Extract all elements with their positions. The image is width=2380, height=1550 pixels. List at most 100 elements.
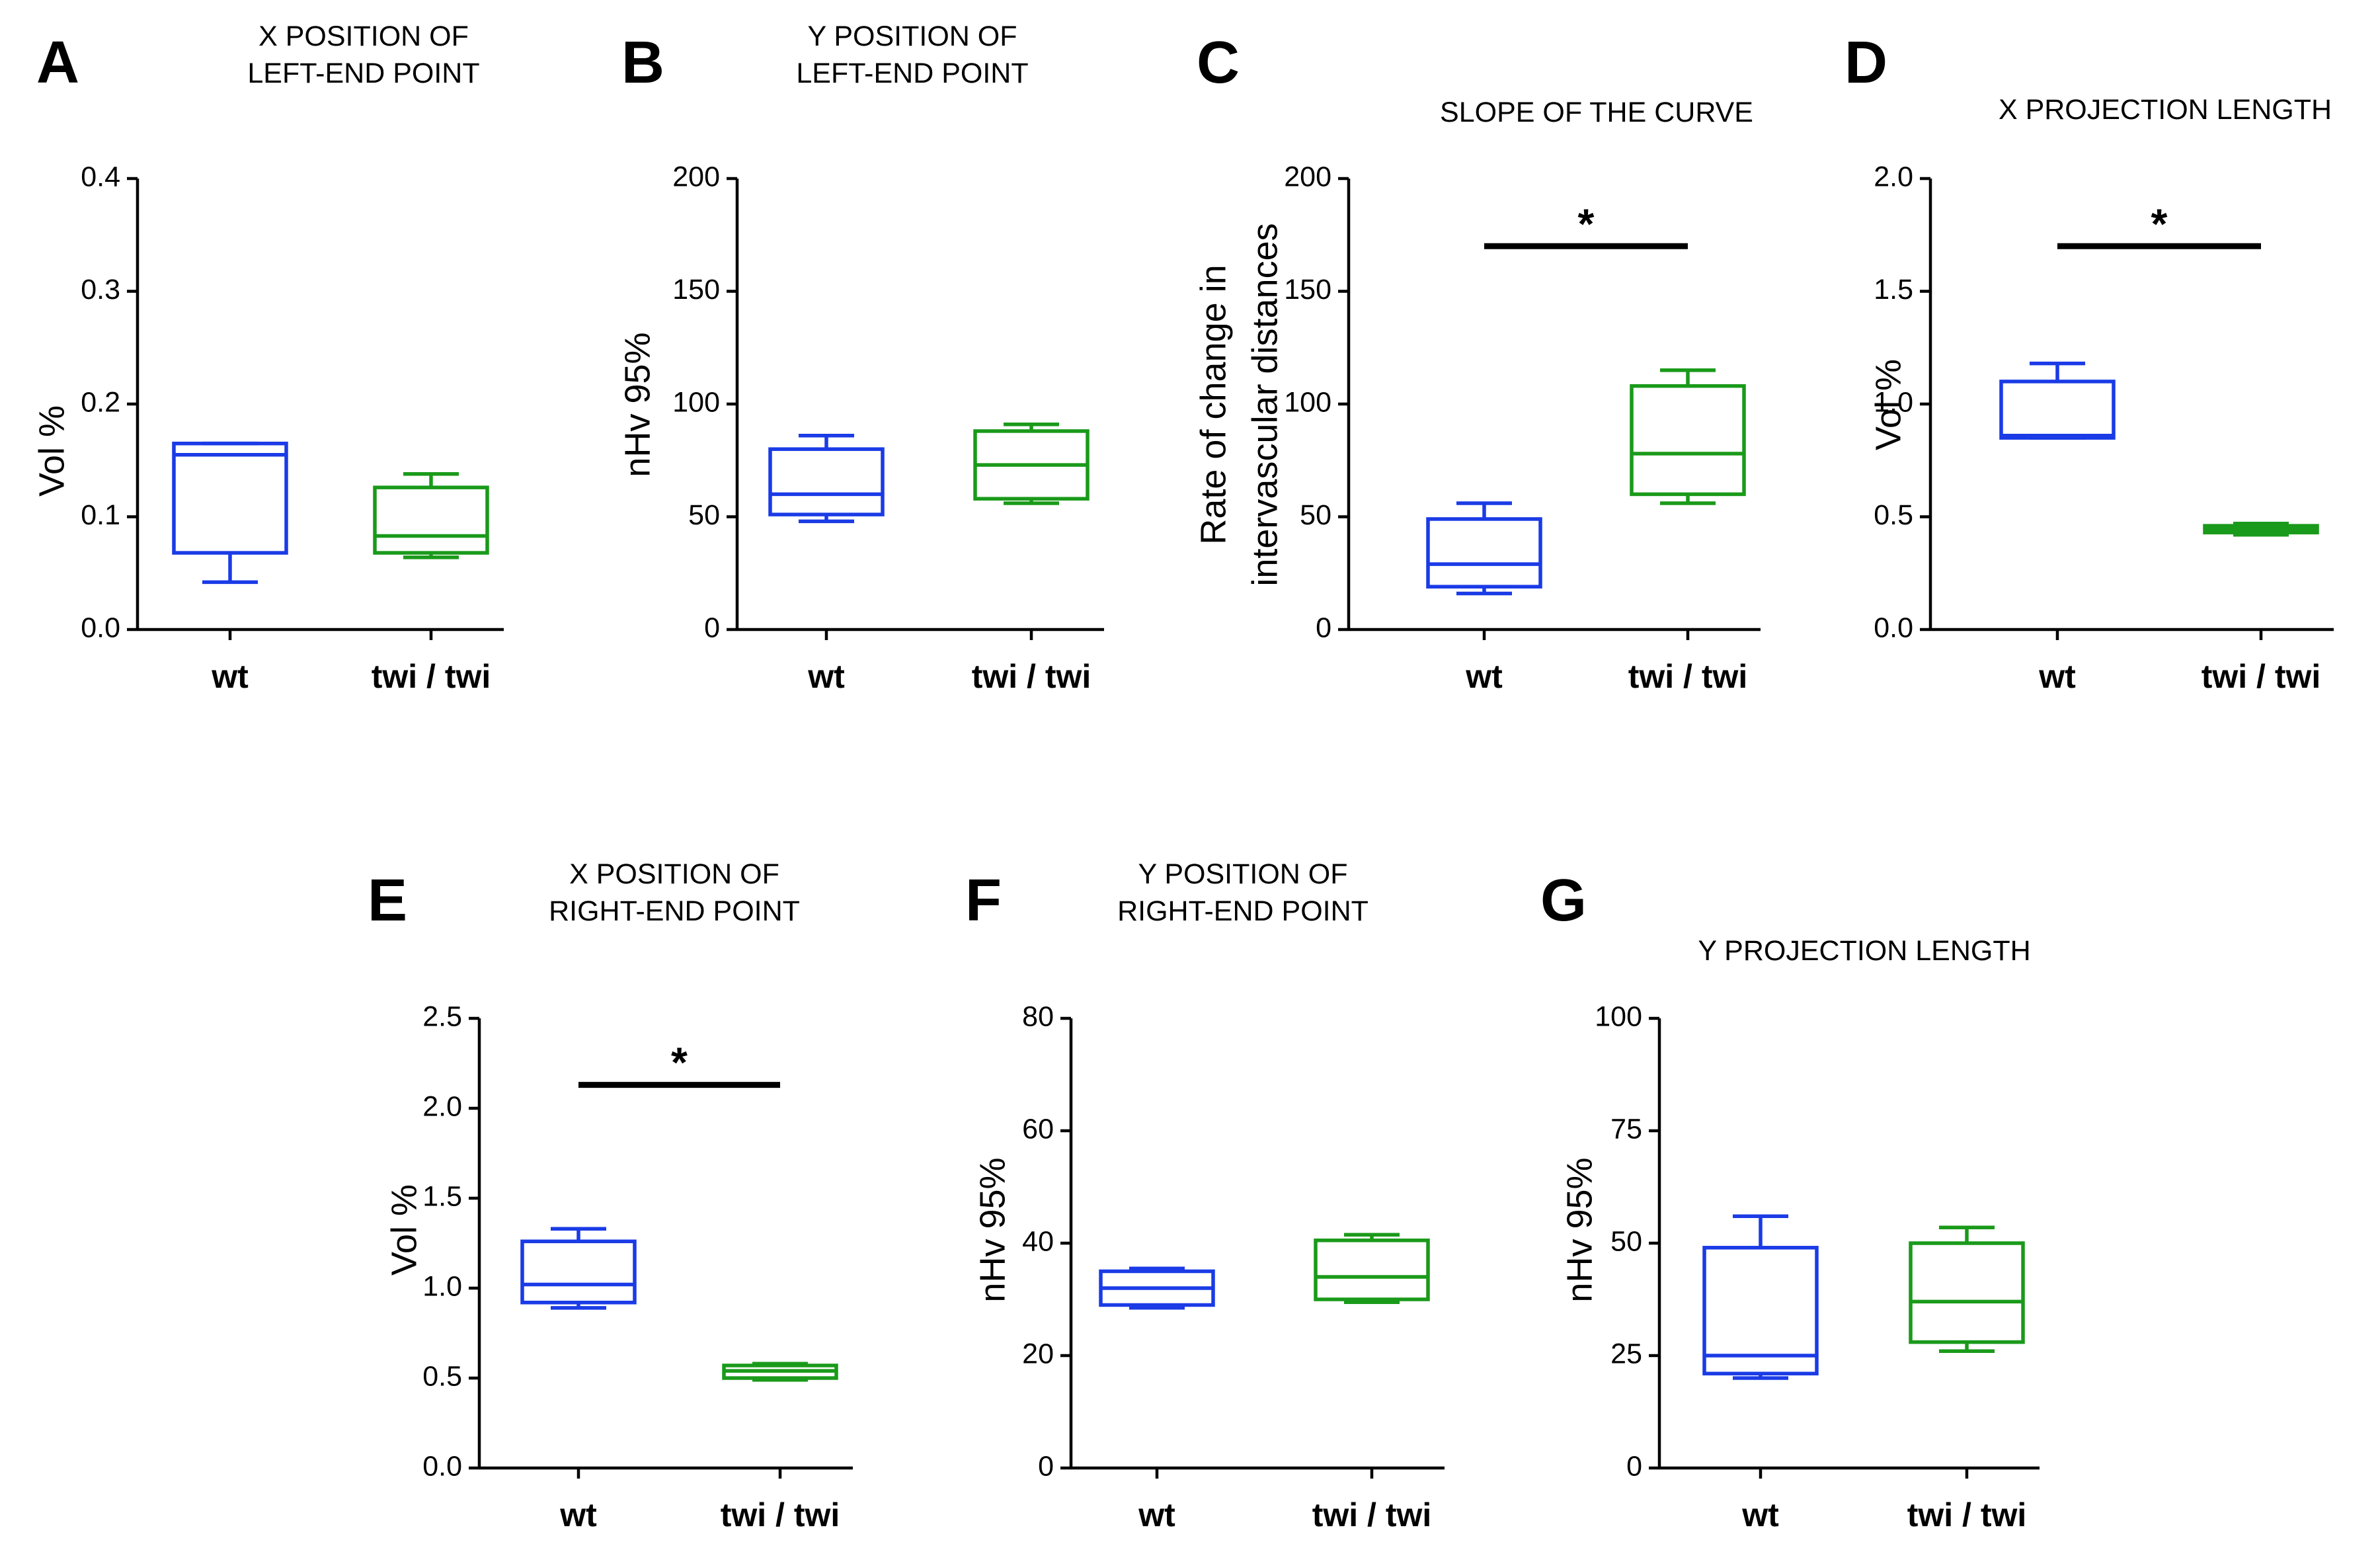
y-tick-label: 150	[672, 274, 720, 306]
iqr-box	[520, 1239, 637, 1305]
panel-letter: B	[621, 30, 664, 96]
y-tick-label: 200	[1284, 161, 1331, 192]
box-twi-twi	[373, 471, 489, 559]
x-tick-label: wt	[559, 1496, 597, 1533]
y-tick-label: 200	[672, 161, 720, 192]
panel-letter: C	[1197, 30, 1240, 96]
x-tick-label: wt	[807, 658, 845, 695]
y-tick-label: 25	[1610, 1338, 1642, 1369]
y-tick-label: 0.2	[81, 386, 120, 418]
iqr-box	[1314, 1239, 1430, 1301]
panel-d: D X PROJECTION LENGTH Vol % 0.0 0.5 1.0 1.5 2.0…	[1844, 30, 2334, 695]
y-tick-label: 1.5	[422, 1180, 462, 1212]
chart-title: RIGHT-END POINT	[549, 895, 800, 927]
x-tick-label: twi / twi	[1312, 1496, 1432, 1533]
y-axis-label: nHv 95%	[1560, 1157, 1599, 1302]
y-tick-label: 40	[1022, 1225, 1054, 1257]
box-twi-twi	[1630, 368, 1746, 505]
x-tick-label: wt	[211, 658, 249, 695]
y-tick-label: 0	[1038, 1450, 1054, 1482]
y-tick-label: 0.4	[81, 161, 120, 192]
y-tick-label: 1.5	[1874, 274, 1913, 306]
iqr-box	[1999, 380, 2116, 440]
y-tick-label: 2.0	[1874, 161, 1913, 192]
iqr-box	[172, 441, 288, 555]
panel-c: C SLOPE OF THE CURVE Rate of change in inte…	[1193, 30, 1761, 695]
y-tick-label: 2.0	[422, 1090, 462, 1122]
y-tick-label: 100	[672, 386, 720, 418]
y-axis-label: nHv 95%	[617, 332, 657, 477]
box-twi-twi	[973, 422, 1090, 505]
y-tick-label: 50	[1610, 1225, 1642, 1257]
box-wt	[1999, 361, 2116, 440]
x-tick-label: twi / twi	[972, 658, 1091, 695]
y-tick-label: 1.0	[422, 1270, 462, 1302]
panel-letter: E	[368, 868, 407, 934]
iqr-box	[1702, 1246, 1819, 1375]
chart-title: LEFT-END POINT	[247, 58, 479, 89]
x-tick-label: wt	[1138, 1496, 1175, 1533]
panel-g: G Y PROJECTION LENGTH nHv 95% 0 25 50 75 100 wt t…	[1540, 868, 2040, 1533]
panel-e: E X POSITION OF RIGHT-END POINT Vol % 0.0 0.5…	[368, 858, 853, 1533]
y-axis-label: Vol %	[384, 1184, 424, 1276]
chart-title: LEFT-END POINT	[796, 58, 1028, 89]
box-wt	[768, 433, 885, 524]
y-tick-label: 75	[1610, 1113, 1642, 1145]
iqr-box	[768, 447, 885, 516]
y-axis-label: nHv 95%	[972, 1157, 1012, 1302]
box-wt	[1099, 1266, 1215, 1310]
iqr-box	[1630, 384, 1746, 497]
chart-title: X POSITION OF	[569, 858, 779, 890]
x-tick-label: wt	[2038, 658, 2076, 695]
box-wt	[172, 441, 288, 585]
panel-a: A X POSITION OF LEFT-END POINT Vol % 0.0 0.1 0…	[32, 20, 504, 695]
x-tick-label: wt	[1741, 1496, 1779, 1533]
y-tick-label: 0	[1626, 1450, 1642, 1482]
significance-star: *	[2151, 200, 2168, 247]
y-tick-label: 0.5	[1874, 499, 1913, 531]
significance-star: *	[671, 1039, 688, 1086]
panel-f: F Y POSITION OF RIGHT-END POINT nHv 95% 0 20 4…	[965, 858, 1445, 1533]
y-tick-label: 2.5	[422, 1000, 462, 1032]
iqr-box	[1909, 1241, 2025, 1344]
chart-title: Y PROJECTION LENGTH	[1698, 935, 2030, 967]
y-axis-label: Vol %	[32, 405, 71, 497]
x-tick-label: wt	[1465, 658, 1503, 695]
x-tick-label: twi / twi	[1628, 658, 1748, 695]
iqr-box	[1426, 517, 1542, 589]
panel-letter: D	[1844, 30, 1887, 96]
y-axis-label: Rate of change in	[1193, 265, 1233, 544]
chart-title: SLOPE OF THE CURVE	[1440, 97, 1753, 128]
y-tick-label: 0.0	[1874, 612, 1913, 643]
y-tick-label: 0.1	[81, 499, 120, 531]
y-axis-label: intervascular distances	[1245, 223, 1285, 586]
y-tick-label: 100	[1595, 1000, 1642, 1032]
y-tick-label: 150	[1284, 274, 1331, 306]
y-tick-label: 50	[1300, 499, 1331, 531]
panel-letter: F	[965, 868, 1002, 934]
iqr-box	[373, 485, 489, 555]
box-twi-twi	[2203, 521, 2319, 537]
y-tick-label: 0	[704, 612, 720, 643]
chart-title: X POSITION OF	[258, 20, 469, 52]
y-tick-label: 100	[1284, 386, 1331, 418]
box-twi-twi	[722, 1362, 838, 1382]
panel-b: B Y POSITION OF LEFT-END POINT nHv 95% 0 50 10…	[617, 20, 1104, 695]
chart-title: Y POSITION OF	[808, 20, 1017, 52]
x-tick-label: twi / twi	[372, 658, 491, 695]
y-tick-label: 50	[688, 499, 720, 531]
y-tick-label: 0.0	[422, 1450, 462, 1482]
y-tick-label: 20	[1022, 1338, 1054, 1369]
y-tick-label: 0.0	[81, 612, 120, 643]
y-tick-label: 0.5	[422, 1360, 462, 1392]
box-wt	[1426, 501, 1542, 596]
y-tick-label: 1.0	[1874, 386, 1913, 418]
y-tick-label: 0.3	[81, 274, 120, 306]
box-twi-twi	[1909, 1225, 2025, 1353]
y-tick-label: 80	[1022, 1000, 1054, 1032]
x-tick-label: twi / twi	[1907, 1496, 2027, 1533]
box-wt	[520, 1227, 637, 1310]
chart-title: RIGHT-END POINT	[1117, 895, 1368, 927]
y-axis-label: Vol %	[1868, 359, 1908, 450]
